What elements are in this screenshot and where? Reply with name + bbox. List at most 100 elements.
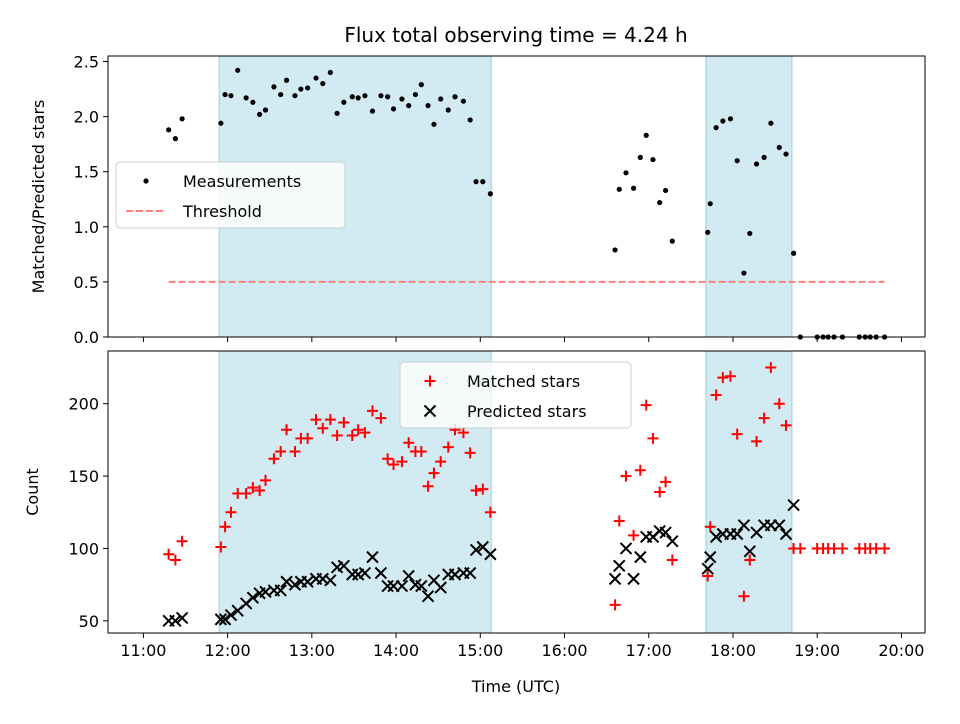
y-tick-label: 200 [68, 395, 99, 414]
data-point [713, 125, 719, 131]
data-point [366, 405, 378, 417]
legend-label: Threshold [182, 202, 262, 221]
data-point [484, 506, 496, 518]
data-point [262, 107, 269, 113]
panel-ratio: 0.0 0.5 1.0 1.5 2.0 2.5 Matched/Predicted star… [29, 53, 926, 347]
data-point [375, 412, 387, 424]
data-point [179, 116, 185, 122]
data-point [452, 94, 458, 100]
data-point [341, 99, 347, 105]
data-point [390, 106, 397, 112]
data-point [628, 529, 640, 541]
data-point [457, 427, 469, 439]
data-point [473, 179, 479, 185]
data-point [620, 470, 632, 482]
data-point [163, 548, 175, 560]
data-point [406, 102, 412, 109]
data-point [612, 247, 618, 253]
data-point [324, 574, 337, 587]
data-point [222, 91, 228, 98]
data-point [378, 93, 384, 99]
data-point [366, 550, 379, 564]
data-point [218, 120, 224, 126]
data-point [215, 541, 227, 553]
y-tick-label: 150 [68, 467, 99, 486]
axes-frame [107, 350, 926, 634]
data-point [381, 579, 394, 593]
data-point [418, 82, 424, 88]
data-point [352, 424, 364, 436]
data-point [608, 572, 622, 586]
legend-label: Predicted stars [467, 402, 587, 421]
data-point [166, 127, 172, 133]
y-tick-label: 0.0 [74, 328, 99, 347]
data-point [731, 428, 743, 440]
data-point [634, 550, 647, 564]
data-point [707, 201, 713, 207]
data-point [751, 435, 763, 447]
data-point [298, 86, 304, 92]
data-point [250, 99, 256, 105]
y-tick-label: 100 [68, 539, 99, 558]
data-point [382, 453, 394, 465]
data-point [388, 458, 400, 470]
data-point [643, 132, 649, 138]
data-point [669, 238, 675, 244]
y-tick-label: 2.0 [74, 108, 99, 127]
data-point [640, 399, 652, 411]
data-point [659, 526, 672, 539]
data-point [260, 474, 272, 486]
data-point [666, 535, 679, 548]
data-point [358, 566, 372, 580]
data-point [172, 136, 178, 142]
data-point [734, 158, 740, 164]
data-point [288, 578, 302, 591]
data-point [334, 110, 340, 116]
data-point [701, 562, 714, 575]
legend-label: Measurements [183, 172, 301, 191]
data-point [283, 77, 290, 83]
data-point [415, 445, 427, 457]
data-point [623, 170, 629, 176]
x-tick-label: 14:00 [373, 641, 419, 660]
data-point [268, 453, 280, 465]
panel-count: 11:00 12:00 13:00 14:00 15:00 16:00 17:00 18:00… [23, 350, 926, 660]
data-point [660, 476, 672, 488]
data-point [779, 527, 793, 541]
data-point [780, 419, 792, 431]
chart-title: Flux total observing time = 4.24 h [344, 23, 687, 47]
data-point [235, 67, 241, 73]
data-point [228, 93, 234, 99]
data-point [362, 93, 368, 99]
data-point [292, 93, 298, 99]
data-point [399, 96, 405, 102]
data-point [783, 151, 789, 157]
data-point [773, 519, 786, 532]
data-point [730, 527, 744, 541]
data-point [627, 572, 640, 586]
data-point [346, 568, 359, 581]
data-point [369, 108, 376, 114]
data-point [650, 156, 656, 163]
data-point [324, 414, 336, 426]
data-point [396, 456, 408, 468]
data-point [225, 506, 237, 518]
data-point [637, 154, 643, 160]
data-point [243, 95, 249, 101]
data-point [487, 191, 493, 197]
data-point [247, 482, 259, 494]
data-point [176, 535, 188, 547]
data-point [704, 550, 717, 564]
data-point [301, 575, 314, 588]
data-point [758, 412, 770, 424]
x-tick-label: 13:00 [289, 641, 335, 660]
data-point [275, 445, 287, 457]
data-point [438, 96, 444, 102]
x-tick-label: 20:00 [878, 641, 924, 660]
data-point [445, 107, 451, 113]
data-point [349, 94, 355, 100]
data-point [787, 498, 800, 512]
data-point [464, 447, 476, 459]
data-point [647, 432, 659, 444]
